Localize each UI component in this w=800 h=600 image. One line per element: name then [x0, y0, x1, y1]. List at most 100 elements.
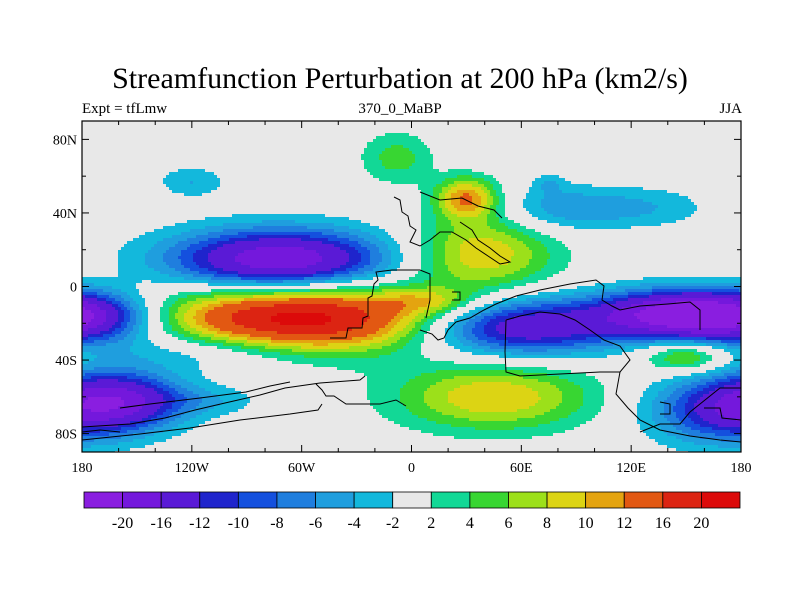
- contour-cell: [469, 223, 472, 226]
- contour-cell: [196, 220, 199, 223]
- contour-cell: [436, 262, 439, 265]
- contour-cell: [463, 265, 466, 268]
- contour-cell: [523, 235, 526, 238]
- contour-cell: [442, 223, 445, 226]
- contour-cell: [181, 184, 184, 187]
- contour-cell: [379, 238, 382, 241]
- contour-cell: [598, 226, 601, 229]
- contour-cell: [211, 241, 214, 244]
- contour-cell: [577, 286, 580, 289]
- contour-cell: [652, 289, 655, 292]
- contour-cell: [355, 232, 358, 235]
- contour-cell: [361, 232, 364, 235]
- contour-cell: [472, 268, 475, 271]
- contour-cell: [439, 199, 442, 202]
- contour-cell: [379, 148, 382, 151]
- contour-cell: [346, 268, 349, 271]
- contour-cell: [658, 220, 661, 223]
- contour-cell: [304, 226, 307, 229]
- contour-cell: [334, 244, 337, 247]
- contour-cell: [454, 262, 457, 265]
- contour-cell: [253, 238, 256, 241]
- contour-cell: [301, 274, 304, 277]
- contour-cell: [535, 193, 538, 196]
- contour-cell: [490, 196, 493, 199]
- contour-cell: [166, 232, 169, 235]
- contour-cell: [631, 289, 634, 292]
- contour-cell: [193, 220, 196, 223]
- contour-cell: [127, 280, 130, 283]
- contour-cell: [277, 253, 280, 256]
- contour-cell: [223, 235, 226, 238]
- contour-cell: [388, 250, 391, 253]
- contour-cell: [226, 247, 229, 250]
- contour-cell: [271, 250, 274, 253]
- contour-cell: [115, 280, 118, 283]
- contour-cell: [214, 229, 217, 232]
- contour-cell: [577, 220, 580, 223]
- contour-cell: [499, 277, 502, 280]
- contour-cell: [535, 232, 538, 235]
- contour-cell: [211, 187, 214, 190]
- contour-cell: [241, 229, 244, 232]
- contour-cell: [406, 286, 409, 289]
- contour-cell: [274, 223, 277, 226]
- contour-cell: [592, 217, 595, 220]
- contour-cell: [532, 259, 535, 262]
- contour-cell: [475, 244, 478, 247]
- contour-cell: [379, 244, 382, 247]
- contour-cell: [304, 265, 307, 268]
- contour-cell: [199, 259, 202, 262]
- contour-cell: [520, 253, 523, 256]
- contour-cell: [334, 226, 337, 229]
- contour-cell: [238, 259, 241, 262]
- contour-cell: [223, 244, 226, 247]
- contour-cell: [535, 205, 538, 208]
- contour-cell: [439, 220, 442, 223]
- contour-cell: [418, 283, 421, 286]
- contour-cell: [307, 241, 310, 244]
- contour-cell: [655, 208, 658, 211]
- contour-cell: [550, 181, 553, 184]
- contour-cell: [265, 220, 268, 223]
- contour-cell: [211, 220, 214, 223]
- contour-cell: [202, 250, 205, 253]
- contour-cell: [481, 289, 484, 292]
- contour-cell: [451, 289, 454, 292]
- contour-cell: [271, 244, 274, 247]
- contour-cell: [541, 265, 544, 268]
- contour-cell: [160, 235, 163, 238]
- contour-cell: [364, 253, 367, 256]
- contour-cell: [472, 220, 475, 223]
- contour-cell: [385, 235, 388, 238]
- contour-cell: [505, 217, 508, 220]
- contour-cell: [466, 202, 469, 205]
- contour-cell: [571, 202, 574, 205]
- contour-cell: [730, 286, 733, 289]
- contour-cell: [481, 250, 484, 253]
- contour-cell: [481, 265, 484, 268]
- contour-cell: [121, 253, 124, 256]
- contour-cell: [439, 187, 442, 190]
- contour-cell: [241, 262, 244, 265]
- contour-cell: [310, 229, 313, 232]
- contour-cell: [649, 190, 652, 193]
- contour-cell: [505, 223, 508, 226]
- contour-cell: [637, 190, 640, 193]
- contour-cell: [355, 256, 358, 259]
- contour-cell: [511, 226, 514, 229]
- contour-cell: [223, 232, 226, 235]
- contour-cell: [412, 172, 415, 175]
- contour-cell: [445, 217, 448, 220]
- contour-cell: [697, 286, 700, 289]
- contour-cell: [223, 283, 226, 286]
- contour-cell: [373, 289, 376, 292]
- contour-cell: [253, 223, 256, 226]
- contour-cell: [388, 247, 391, 250]
- contour-cell: [403, 136, 406, 139]
- contour-cell: [694, 283, 697, 286]
- contour-cell: [250, 226, 253, 229]
- contour-cell: [274, 280, 277, 283]
- contour-cell: [526, 205, 529, 208]
- contour-cell: [388, 268, 391, 271]
